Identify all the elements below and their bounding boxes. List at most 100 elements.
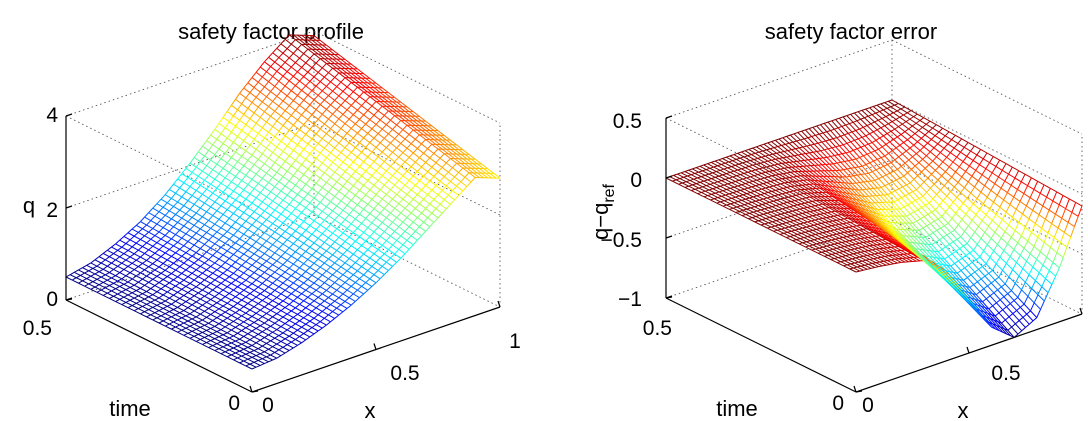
mesh-line <box>341 246 347 250</box>
mesh-line <box>1039 206 1043 215</box>
mesh-line <box>384 111 388 115</box>
mesh-line <box>324 298 328 301</box>
mesh-line <box>409 157 415 162</box>
mesh-line <box>157 220 161 224</box>
mesh-line <box>372 241 376 245</box>
mesh-line <box>182 328 186 330</box>
mesh-line <box>1006 205 1010 213</box>
mesh-line <box>221 153 225 158</box>
mesh-line <box>1007 304 1011 307</box>
mesh-line <box>128 266 134 269</box>
mesh-line <box>948 254 952 257</box>
mesh-line <box>378 157 384 162</box>
mesh-line <box>192 287 196 290</box>
mesh-line <box>295 208 301 212</box>
mesh-line <box>333 271 337 275</box>
mesh-line <box>196 317 202 320</box>
mesh-line <box>384 162 390 167</box>
mesh-line <box>370 258 376 262</box>
mesh-line <box>240 141 244 147</box>
mesh-line <box>421 208 425 213</box>
mesh-line <box>198 256 202 259</box>
mesh-line <box>246 342 252 345</box>
mesh-line <box>248 331 252 334</box>
mesh-line <box>233 346 237 348</box>
mesh-line <box>155 313 161 316</box>
mesh-line <box>1072 202 1076 212</box>
mesh-line <box>324 220 330 224</box>
mesh-line <box>184 293 188 296</box>
mesh-line <box>242 125 246 131</box>
mesh-line <box>471 178 475 182</box>
mesh-line <box>221 247 227 251</box>
mesh-line <box>297 327 301 330</box>
mesh-line <box>370 166 376 171</box>
mesh-line <box>333 211 339 215</box>
mesh-line <box>333 138 339 143</box>
mesh-line <box>1042 279 1046 287</box>
mesh-line <box>227 163 233 167</box>
mesh-line <box>213 232 217 236</box>
mesh-line <box>351 176 357 181</box>
mesh-line <box>258 82 264 87</box>
mesh-line <box>277 196 283 200</box>
mesh-line <box>925 203 929 205</box>
mesh-line <box>209 255 213 259</box>
mesh-line <box>130 236 134 240</box>
mesh-line <box>229 213 233 218</box>
mesh-line <box>314 283 320 287</box>
mesh-line <box>283 345 287 348</box>
mesh-line <box>364 250 368 254</box>
mesh-line <box>322 91 328 96</box>
mesh-line <box>207 270 213 273</box>
mesh-line <box>217 300 221 303</box>
mesh-line <box>260 237 266 241</box>
mesh-line <box>140 312 144 314</box>
mesh-line <box>238 316 242 319</box>
mesh-line <box>256 193 260 198</box>
mesh-line <box>1019 214 1023 222</box>
mesh-line <box>202 343 206 345</box>
mesh-line <box>149 250 155 253</box>
mesh-line <box>308 315 314 318</box>
mesh-line <box>426 158 430 162</box>
mesh-line <box>256 297 262 300</box>
mesh-line <box>424 176 430 181</box>
mesh-line <box>157 305 163 308</box>
mesh-line <box>244 269 248 273</box>
mesh-line <box>215 179 221 183</box>
mesh-line <box>318 297 324 301</box>
mesh-line <box>256 294 260 297</box>
mesh-line <box>242 131 248 135</box>
mesh-line <box>943 157 947 162</box>
mesh-line <box>1071 227 1075 237</box>
mesh-line <box>1004 193 1008 200</box>
mesh-line <box>285 204 289 209</box>
mesh-line <box>271 142 277 146</box>
mesh-line <box>153 318 157 320</box>
mesh-line <box>295 63 301 68</box>
mesh-line <box>333 255 339 259</box>
mesh-line <box>262 300 268 303</box>
mesh-line <box>244 359 248 361</box>
mesh-line <box>362 218 366 223</box>
mesh-line <box>250 212 254 217</box>
mesh-line <box>202 320 208 323</box>
mesh-line <box>219 309 225 312</box>
mesh-line <box>180 323 184 325</box>
mesh-line <box>198 305 202 308</box>
mesh-line <box>211 202 215 207</box>
mesh-line <box>101 263 107 266</box>
mesh-line <box>260 193 266 197</box>
mesh-line <box>91 287 95 289</box>
mesh-line <box>192 273 198 276</box>
mesh-line <box>211 328 217 331</box>
mesh-line <box>122 292 128 295</box>
mesh-line <box>271 162 275 168</box>
mesh-line <box>1005 174 1009 181</box>
mesh-line <box>950 148 954 153</box>
mesh-line <box>78 283 84 286</box>
mesh-line <box>215 277 219 280</box>
mesh-line <box>421 139 425 143</box>
mesh-line <box>176 230 180 234</box>
